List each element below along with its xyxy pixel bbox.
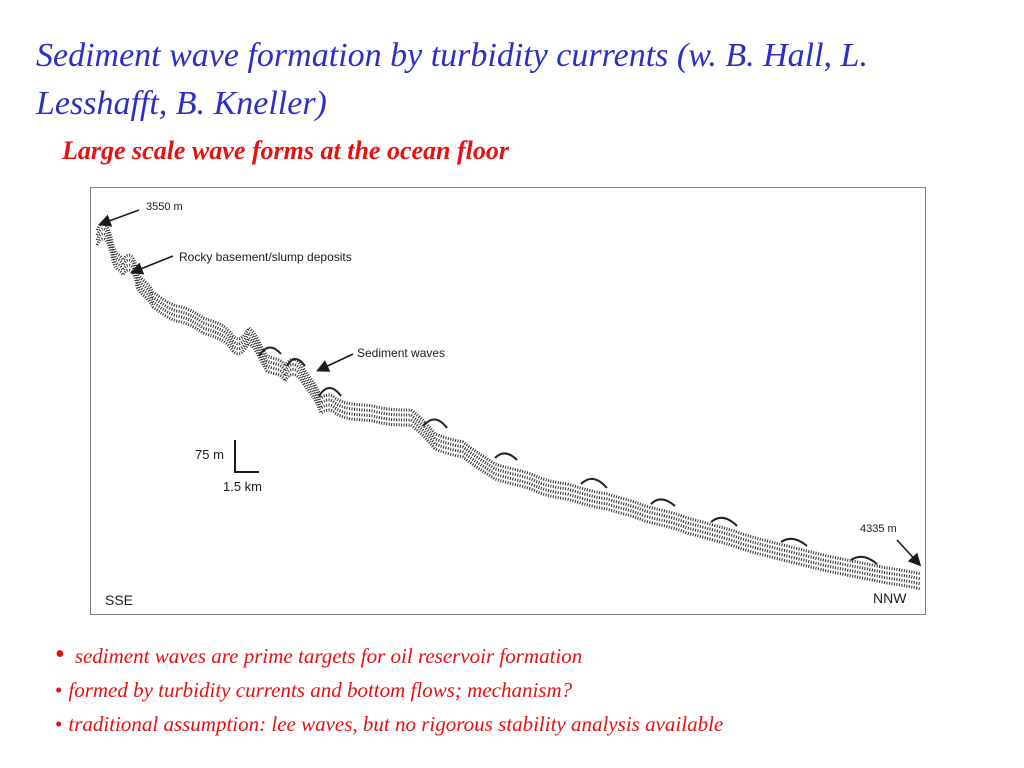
bullet-item: • traditional assumption: lee waves, but…	[55, 707, 1015, 741]
seafloor-profile	[95, 222, 923, 591]
bullet-text: formed by turbidity currents and bottom …	[68, 678, 573, 702]
depth-label-top: 3550 m	[146, 201, 183, 213]
direction-label-sse: SSE	[105, 592, 134, 608]
annotation-sediment-waves: Sediment waves	[357, 346, 446, 360]
bullet-text: traditional assumption: lee waves, but n…	[68, 712, 724, 736]
bullet-item: • sediment waves are prime targets for o…	[55, 638, 1015, 673]
arrow-rocky	[130, 255, 174, 275]
bullet-text: sediment waves are prime targets for oil…	[74, 644, 583, 668]
arrow-3550m	[97, 209, 140, 227]
sediment-wave-crests	[258, 346, 878, 565]
arrow-sediment-waves	[316, 353, 354, 372]
arrow-4335m	[896, 539, 922, 567]
direction-label-nnw: NNW	[873, 590, 907, 606]
slide-title: Sediment wave formation by turbidity cur…	[36, 37, 868, 122]
bullet-marker: •	[55, 678, 63, 702]
depth-label-bottom: 4335 m	[860, 523, 897, 535]
slide-subtitle: Large scale wave forms at the ocean floo…	[62, 136, 509, 165]
bullet-list: • sediment waves are prime targets for o…	[55, 638, 1015, 741]
seafloor-profile-drawing	[95, 209, 923, 591]
annotation-rocky-basement: Rocky basement/slump deposits	[179, 250, 352, 264]
bullet-marker: •	[55, 639, 65, 670]
scale-vertical-label: 75 m	[195, 447, 224, 462]
bullet-item: • formed by turbidity currents and botto…	[55, 673, 1015, 707]
scale-bar	[234, 440, 259, 473]
seismic-profile-figure: 3550 m Rocky basement/slump deposits Sed…	[90, 187, 926, 615]
bullet-marker: •	[55, 712, 63, 736]
scale-horizontal-label: 1.5 km	[223, 479, 263, 494]
